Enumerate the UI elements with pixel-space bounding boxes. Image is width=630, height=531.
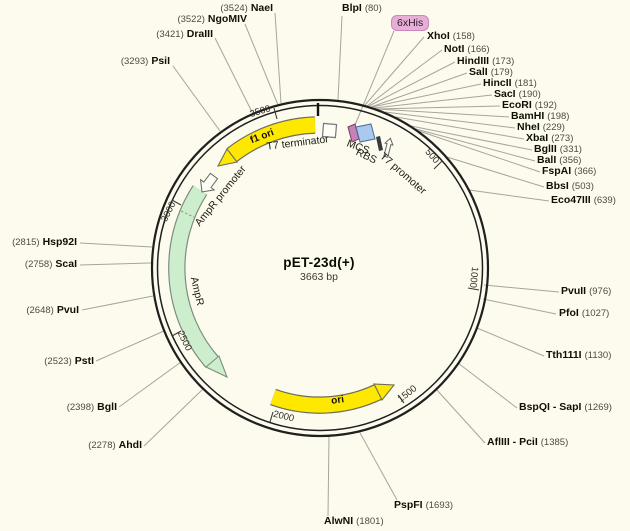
ampr-label[interactable]: AmpR	[188, 276, 206, 308]
scale-tick-marks	[171, 107, 480, 423]
ampr-promoter-arrow[interactable]	[195, 171, 221, 197]
f1-ori-arrow[interactable]	[216, 116, 316, 167]
site-pspfi[interactable]: PspFI (1693)	[394, 499, 454, 511]
site-fspai[interactable]: FspAI (366)	[542, 165, 597, 177]
tick-2000: 2000	[272, 409, 295, 425]
plasmid-name: pET-23d(+)	[283, 255, 355, 270]
site-naei[interactable]: (3524) NaeI	[220, 2, 273, 14]
site-sali[interactable]: SalI (179)	[469, 66, 513, 78]
site-hsp92i[interactable]: (2815) Hsp92I	[12, 236, 77, 248]
site-tth111i[interactable]: Tth111I (1130)	[546, 349, 612, 361]
site-bgli[interactable]: (2398) BglI	[66, 401, 117, 413]
site-bali[interactable]: BalI (356)	[537, 154, 582, 166]
site-eco47iii[interactable]: Eco47III (639)	[551, 194, 616, 206]
site-afliii-pcii[interactable]: AflIII - PciI (1385)	[487, 436, 569, 448]
tick-1500: 1500	[396, 383, 419, 405]
t7-promoter-arrow[interactable]	[382, 137, 394, 158]
site-noti[interactable]: NotI (166)	[444, 43, 490, 55]
site-scai[interactable]: (2758) ScaI	[24, 258, 77, 270]
site-alwni[interactable]: AlwNI (1801)	[324, 515, 384, 527]
site-hincii[interactable]: HincII (181)	[483, 77, 537, 89]
site-bspqi-sapi[interactable]: BspQI - SapI (1269)	[519, 401, 612, 413]
tick-1000: 1000	[467, 266, 480, 288]
site-blpi[interactable]: BlpI (80)	[342, 2, 382, 14]
title-block: pET-23d(+) 3663 bp	[238, 255, 400, 283]
t7-promoter-label[interactable]: T7 promoter	[377, 150, 428, 197]
site-ecori[interactable]: EcoRI (192)	[502, 99, 557, 111]
site-psii[interactable]: (3293) PsiI	[120, 55, 170, 67]
his-tag-badge[interactable]: 6xHis	[391, 15, 430, 31]
site-bglii[interactable]: BglII (331)	[534, 143, 582, 155]
site-xbai[interactable]: XbaI (273)	[526, 132, 574, 144]
mcs-box[interactable]	[355, 123, 376, 143]
plasmid-backbone-outer-ring	[150, 98, 490, 438]
site-ahdi[interactable]: (2278) AhdI	[88, 439, 142, 451]
site-bamhi[interactable]: BamHI (198)	[511, 110, 570, 122]
site-draiii[interactable]: (3421) DraIII	[156, 28, 213, 40]
plasmid-backbone-inner-ring	[156, 104, 484, 432]
ampr-signal-boundary	[180, 210, 197, 219]
connector-lines	[79, 12, 560, 517]
site-hindiii[interactable]: HindIII (173)	[457, 55, 515, 67]
ori-label[interactable]: ori	[331, 394, 345, 407]
site-nhei[interactable]: NheI (229)	[517, 121, 565, 133]
tick-3000: 3000	[159, 200, 178, 224]
ampr-arrow[interactable]	[168, 185, 229, 379]
t7-terminator-box[interactable]	[321, 122, 338, 139]
ori-arrow[interactable]	[270, 383, 396, 414]
rbs-label[interactable]: RBS	[354, 146, 379, 166]
site-ngomiv[interactable]: (3522) NgoMIV	[177, 13, 247, 25]
site-xhoi[interactable]: XhoI (158)	[427, 30, 475, 42]
site-bbsi[interactable]: BbsI (503)	[546, 180, 594, 192]
plasmid-size: 3663 bp	[300, 271, 338, 283]
site-psti[interactable]: (2523) PstI	[44, 355, 94, 367]
site-pvuii[interactable]: PvuII (976)	[561, 285, 612, 297]
site-pfoi[interactable]: PfoI (1027)	[559, 307, 610, 319]
site-pvui[interactable]: (2648) PvuI	[26, 304, 79, 316]
rbs-marker[interactable]	[376, 136, 383, 151]
site-saci[interactable]: SacI (190)	[494, 88, 541, 100]
